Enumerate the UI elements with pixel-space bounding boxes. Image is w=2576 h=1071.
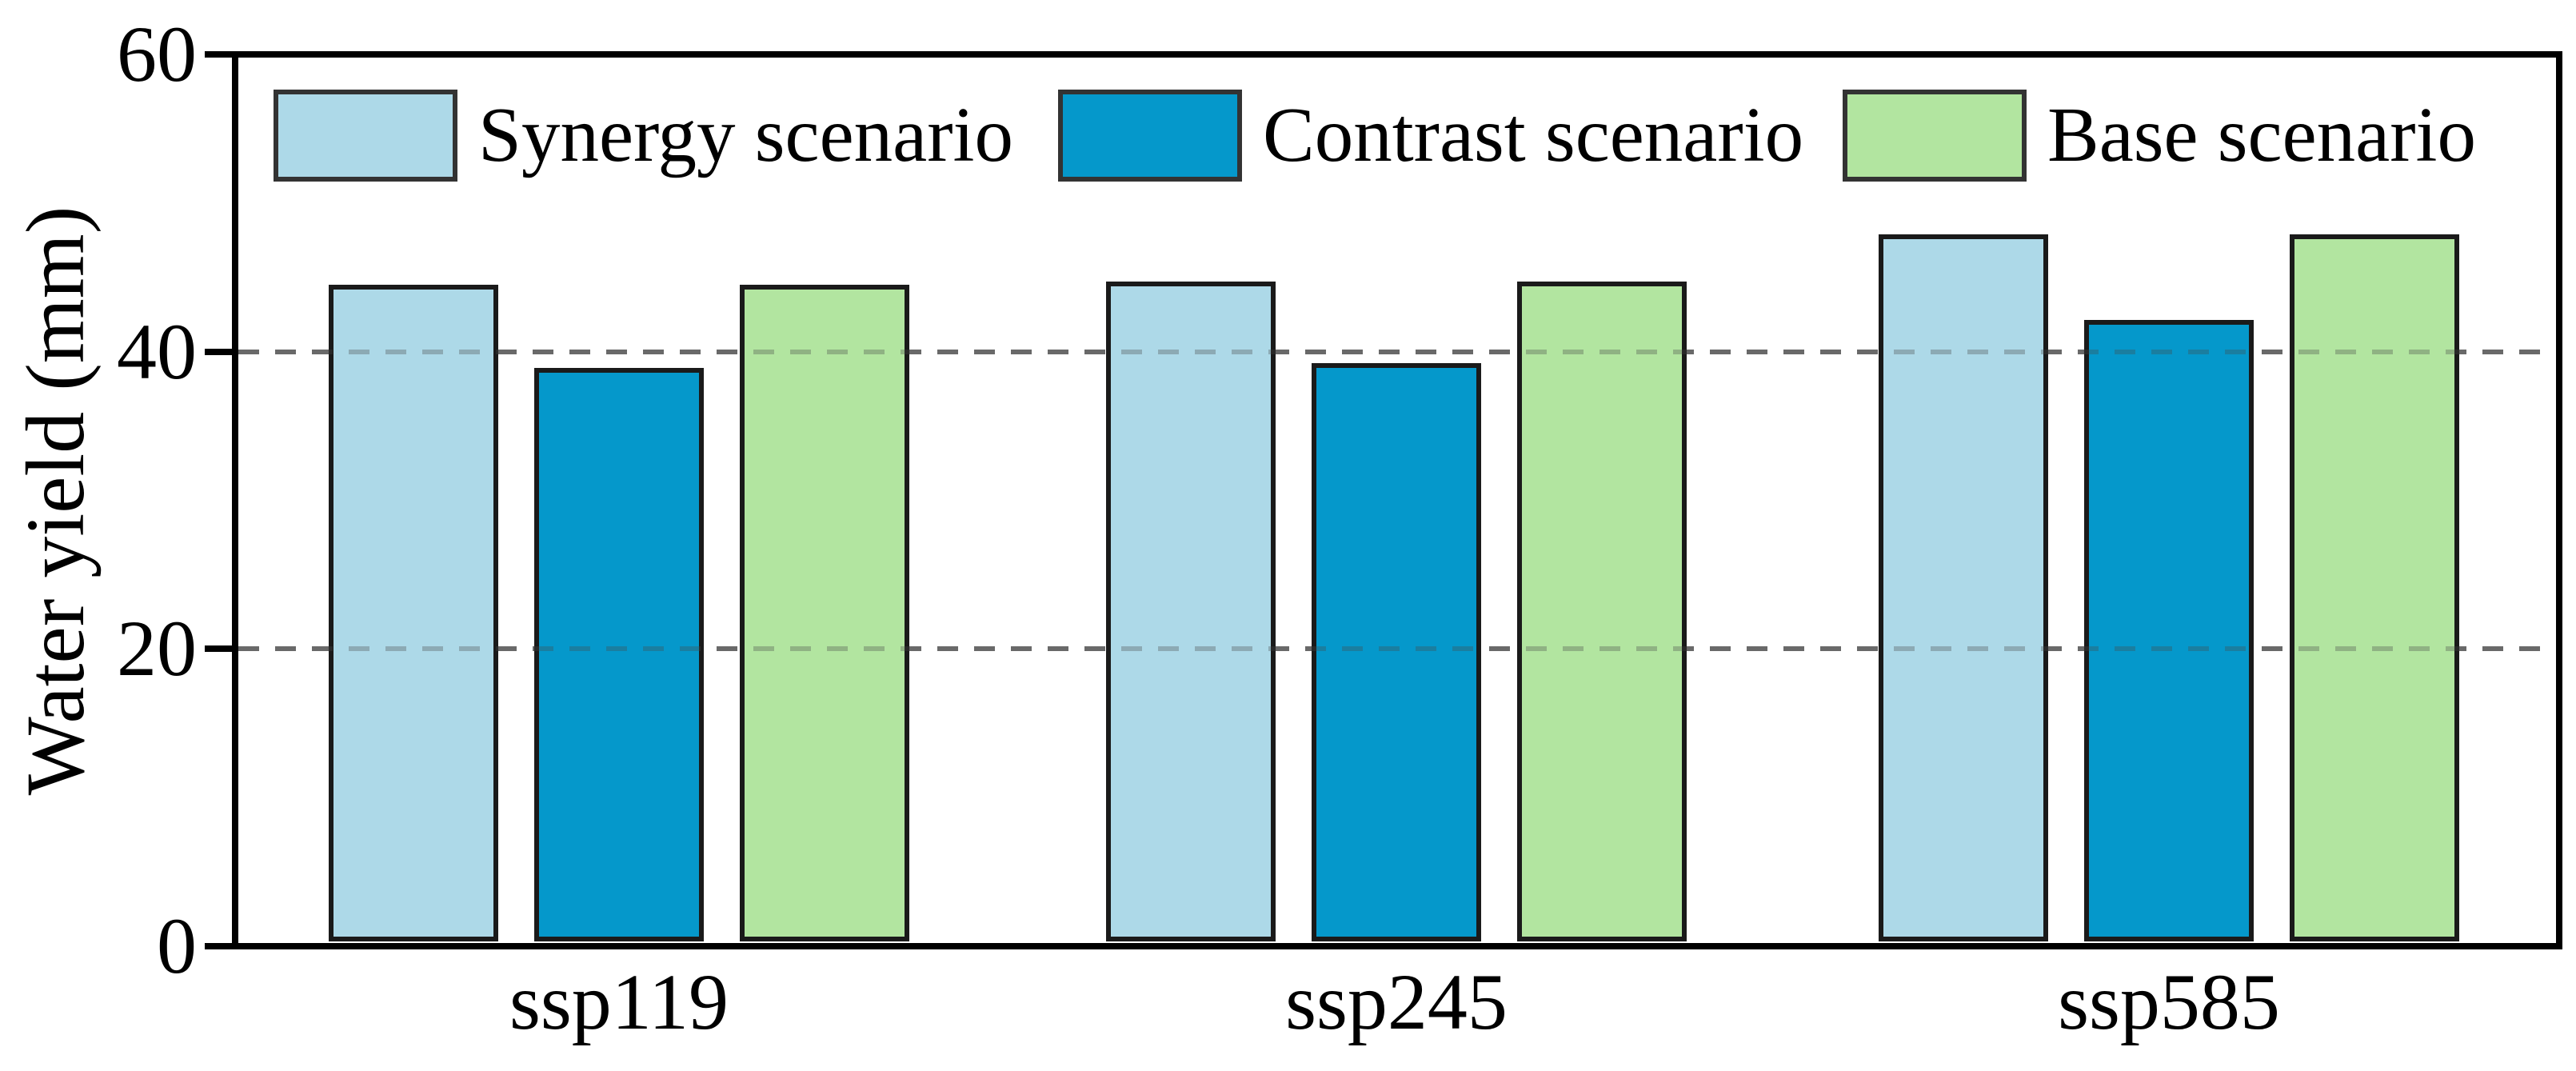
x-tick-label-ssp119: ssp119 — [509, 957, 729, 1046]
y-tick-40 — [205, 349, 232, 355]
legend-label-synergy: Synergy scenario — [478, 92, 1013, 178]
bar-ssp119-base — [740, 285, 909, 941]
y-tick-label-20: 20 — [117, 604, 197, 693]
bar-ssp245-contrast — [1312, 363, 1481, 941]
legend-item-synergy: Synergy scenario — [274, 90, 1013, 182]
x-tick-label-ssp245: ssp245 — [1285, 957, 1508, 1046]
gridline-overlay-20 — [238, 646, 2556, 651]
legend-swatch-contrast — [1058, 90, 1242, 182]
bar-ssp119-synergy — [329, 285, 498, 941]
gridline-overlay-40 — [238, 350, 2556, 354]
bar-ssp585-contrast — [2084, 320, 2254, 941]
legend-swatch-base — [1843, 90, 2027, 182]
legend-item-base: Base scenario — [1843, 90, 2476, 182]
bar-ssp245-base — [1517, 282, 1687, 941]
y-tick-0 — [205, 943, 232, 949]
y-tick-label-0: 0 — [157, 901, 197, 990]
y-axis-title: Water yield (mm) — [10, 206, 102, 796]
x-tick-label-ssp585: ssp585 — [2058, 957, 2280, 1046]
legend-label-contrast: Contrast scenario — [1263, 92, 1804, 178]
legend-swatch-synergy — [274, 90, 457, 182]
legend-label-base: Base scenario — [2047, 92, 2476, 178]
y-tick-20 — [205, 645, 232, 652]
bar-ssp245-synergy — [1106, 282, 1276, 941]
bar-ssp119-contrast — [534, 368, 704, 941]
bar-ssp585-synergy — [1879, 234, 2048, 941]
gridline-40 — [238, 350, 2556, 354]
legend-item-contrast: Contrast scenario — [1058, 90, 1803, 182]
bar-ssp585-base — [2290, 234, 2459, 941]
y-tick-60 — [205, 51, 232, 58]
y-tick-label-60: 60 — [117, 10, 197, 98]
y-tick-label-40: 40 — [117, 307, 197, 396]
